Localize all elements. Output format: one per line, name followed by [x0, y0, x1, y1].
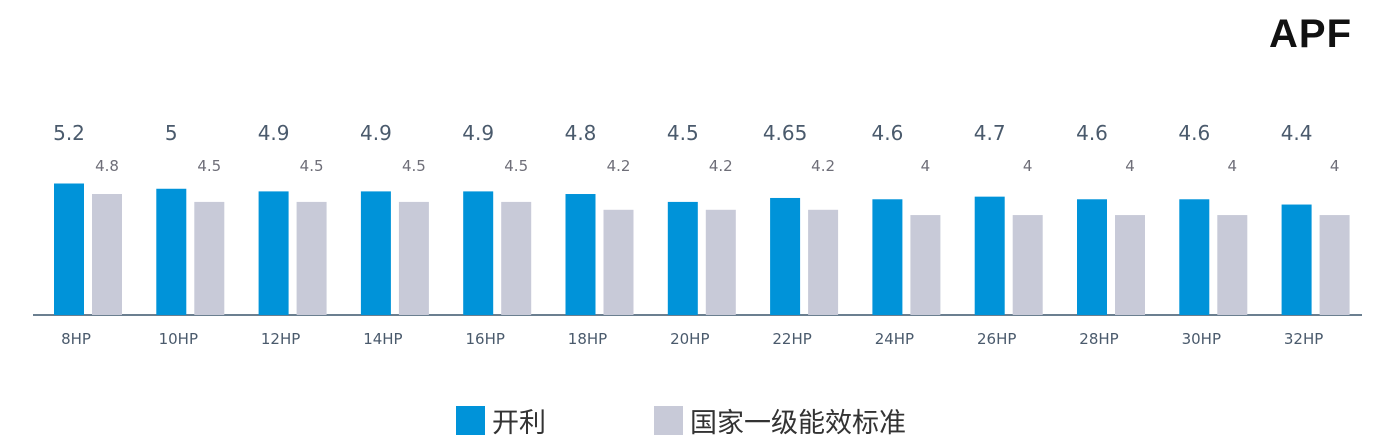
bar-series1-26HP	[974, 196, 1005, 315]
bar-series2-18HP	[603, 209, 634, 315]
data-label-series1-20HP: 4.5	[667, 121, 699, 145]
bar-series2-12HP	[296, 201, 327, 315]
data-label-series2-24HP: 4	[921, 157, 931, 175]
data-label-series2-26HP: 4	[1023, 157, 1033, 175]
data-label-series1-28HP: 4.6	[1076, 121, 1108, 145]
data-label-series2-28HP: 4	[1125, 157, 1135, 175]
bar-series2-10HP	[194, 201, 225, 315]
legend-swatch-series1	[456, 406, 485, 435]
data-label-series1-8HP: 5.2	[53, 121, 85, 145]
bar-series1-20HP	[667, 201, 698, 315]
category-label-26HP: 26HP	[977, 330, 1016, 348]
bar-series1-22HP	[770, 197, 801, 315]
bar-series2-20HP	[705, 209, 736, 315]
bar-series1-30HP	[1179, 199, 1210, 315]
data-label-series1-30HP: 4.6	[1178, 121, 1210, 145]
category-label-10HP: 10HP	[159, 330, 198, 348]
bar-series2-8HP	[92, 194, 122, 315]
data-label-series2-14HP: 4.5	[402, 157, 426, 175]
category-label-12HP: 12HP	[261, 330, 300, 348]
bar-series1-18HP	[565, 194, 596, 315]
data-label-series2-8HP: 4.8	[95, 157, 119, 175]
category-label-20HP: 20HP	[670, 330, 709, 348]
data-label-series1-26HP: 4.7	[974, 121, 1006, 145]
bar-series1-24HP	[872, 199, 903, 315]
bar-series1-10HP	[156, 188, 187, 315]
legend-label-series1: 开利	[492, 408, 546, 439]
bar-series2-28HP	[1115, 215, 1145, 315]
category-label-8HP: 8HP	[61, 330, 91, 348]
bar-series2-30HP	[1217, 215, 1248, 315]
data-label-series2-16HP: 4.5	[504, 157, 528, 175]
data-label-series1-22HP: 4.65	[763, 121, 808, 145]
category-label-18HP: 18HP	[568, 330, 607, 348]
data-label-series1-32HP: 4.4	[1281, 121, 1313, 145]
category-label-16HP: 16HP	[465, 330, 504, 348]
data-label-series2-10HP: 4.5	[197, 157, 221, 175]
data-label-series1-12HP: 4.9	[258, 121, 290, 145]
bar-series2-26HP	[1012, 215, 1043, 315]
data-label-series2-30HP: 4	[1228, 157, 1238, 175]
data-label-series1-16HP: 4.9	[462, 121, 494, 145]
bar-series2-22HP	[808, 209, 839, 315]
category-label-28HP: 28HP	[1079, 330, 1118, 348]
data-label-series2-20HP: 4.2	[709, 157, 733, 175]
category-label-24HP: 24HP	[875, 330, 914, 348]
data-label-series2-18HP: 4.2	[607, 157, 631, 175]
bar-series2-14HP	[398, 201, 429, 315]
data-label-series1-10HP: 5	[165, 121, 178, 145]
data-label-series1-14HP: 4.9	[360, 121, 392, 145]
category-label-32HP: 32HP	[1284, 330, 1323, 348]
data-label-series2-32HP: 4	[1330, 157, 1340, 175]
category-label-30HP: 30HP	[1182, 330, 1221, 348]
bar-series2-16HP	[501, 201, 532, 315]
bar-series1-14HP	[360, 191, 391, 315]
data-label-series2-22HP: 4.2	[811, 157, 835, 175]
legend-swatch-series2	[654, 406, 683, 435]
bar-series2-32HP	[1319, 215, 1350, 315]
bar-series1-12HP	[258, 191, 289, 315]
bar-series2-24HP	[910, 215, 941, 315]
data-label-series1-24HP: 4.6	[871, 121, 903, 145]
bar-series1-8HP	[54, 183, 84, 315]
data-label-series2-12HP: 4.5	[300, 157, 324, 175]
category-label-14HP: 14HP	[363, 330, 402, 348]
legend-label-series2: 国家一级能效标准	[690, 408, 906, 439]
data-label-series1-18HP: 4.8	[565, 121, 597, 145]
bar-series1-28HP	[1077, 199, 1107, 315]
bar-series1-16HP	[463, 191, 494, 315]
category-label-22HP: 22HP	[772, 330, 811, 348]
bar-series1-32HP	[1281, 204, 1312, 315]
chart-title: APF	[1269, 12, 1352, 56]
